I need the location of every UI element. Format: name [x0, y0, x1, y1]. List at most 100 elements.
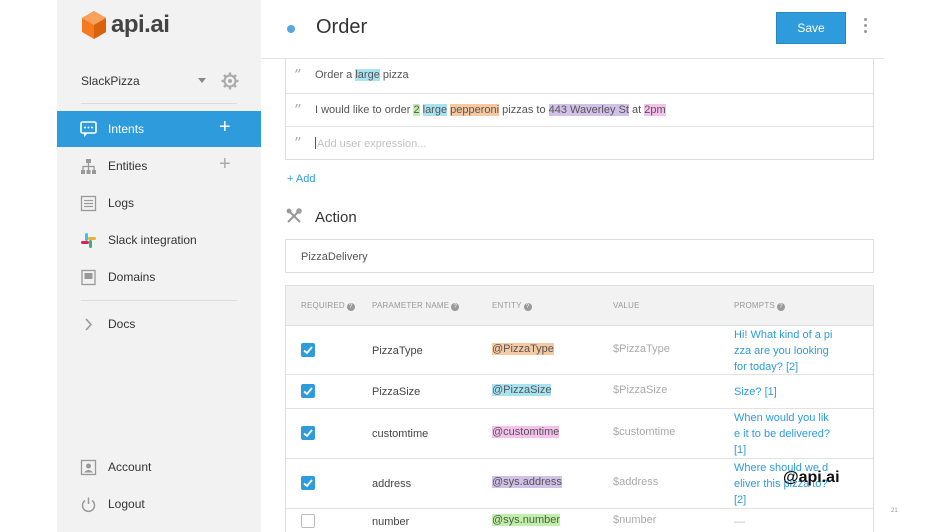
chat-icon — [80, 121, 97, 137]
required-checkbox[interactable] — [301, 343, 315, 357]
sidebar-item-label: Logs — [108, 196, 135, 210]
parameter-entity[interactable]: @PizzaSize — [492, 384, 552, 396]
annotation-purple[interactable]: 443 Waverley St — [548, 104, 629, 116]
expression-fragment: pizzas to — [499, 104, 549, 116]
more-options-icon[interactable] — [864, 18, 868, 34]
list-icon — [80, 195, 97, 212]
column-header-prompts: PROMPTS? — [734, 301, 785, 311]
parameter-value[interactable]: $address — [613, 476, 659, 488]
required-checkbox[interactable] — [301, 426, 315, 440]
quote-icon: ” — [294, 101, 302, 119]
parameter-name[interactable]: number — [372, 516, 410, 528]
parameter-prompts[interactable]: When would you like it to be delivered? … — [734, 412, 831, 456]
parameter-value[interactable]: $PizzaType — [613, 343, 670, 355]
annotation-orange[interactable]: pepperoni — [450, 104, 500, 116]
chevron-down-icon[interactable] — [198, 78, 206, 83]
help-icon: ? — [451, 303, 460, 311]
parameter-entity[interactable]: @customtime — [492, 426, 560, 438]
table-row[interactable]: customtime @customtime $customtime When wou… — [286, 409, 873, 459]
quote-icon: ” — [294, 66, 302, 84]
sidebar-item-entities[interactable]: Entities + — [57, 148, 261, 184]
annotation-cyan[interactable]: large — [422, 104, 448, 116]
sidebar-item-intents[interactable]: Intents + — [57, 111, 261, 147]
parameter-name[interactable]: PizzaSize — [372, 386, 421, 398]
parameter-value[interactable]: $number — [613, 514, 657, 526]
sidebar-item-label: Account — [108, 460, 152, 474]
sidebar-divider — [81, 300, 237, 301]
annotation-green[interactable]: 2 — [413, 104, 420, 116]
expression-text[interactable]: I would like to order 2 large pepperoni … — [315, 104, 666, 116]
help-icon: ? — [346, 303, 355, 311]
action-name-input[interactable]: PizzaDelivery — [285, 239, 874, 273]
table-row[interactable]: address @sys.address $address Where should … — [286, 459, 873, 509]
checkmark-icon — [303, 346, 313, 355]
api-ai-logo-icon — [82, 11, 106, 39]
parameter-prompts[interactable]: — — [734, 516, 745, 528]
add-expression-link[interactable]: + Add — [287, 173, 316, 185]
sidebar: api.ai SlackPizza Intents + — [57, 0, 261, 532]
table-row[interactable]: PizzaSize @PizzaSize $PizzaSize Size? [1] — [286, 375, 873, 409]
sidebar-item-label: Docs — [108, 317, 136, 331]
checkmark-icon — [303, 429, 313, 438]
power-icon — [81, 497, 96, 513]
domains-icon — [81, 269, 96, 286]
annotation-cyan[interactable]: large — [355, 69, 380, 81]
account-icon — [80, 459, 97, 476]
parameter-prompts[interactable]: Hi! What kind of a pizza are you looking… — [734, 329, 833, 373]
slack-icon — [81, 233, 96, 248]
status-dot — [287, 25, 295, 33]
column-header-value: VALUE — [613, 301, 640, 310]
sidebar-item-slack-integration[interactable]: Slack integration — [57, 222, 261, 258]
annotation-pink[interactable]: 2pm — [644, 104, 666, 116]
parameter-prompts[interactable]: Where should we deliver this pizza to? [… — [734, 462, 829, 506]
add-entity-button[interactable]: + — [219, 153, 231, 175]
parameter-name[interactable]: customtime — [372, 428, 429, 440]
parameters-table: REQUIRED? PARAMETER NAME? ENTITY? VALUE … — [285, 285, 874, 532]
slide-number: 21 — [891, 508, 898, 514]
watermark: @api.ai — [783, 469, 840, 486]
sidebar-item-logs[interactable]: Logs — [57, 185, 261, 221]
expression-input[interactable]: Add user expression... — [315, 137, 426, 150]
header-divider — [261, 58, 884, 59]
expression-placeholder: Add user expression... — [317, 138, 427, 150]
add-expression-row[interactable]: ” Add user expression... — [286, 126, 873, 160]
sidebar-item-label: Logout — [108, 497, 145, 511]
gear-icon[interactable] — [221, 72, 239, 90]
sidebar-item-account[interactable]: Account — [57, 449, 261, 485]
sitemap-icon — [81, 159, 96, 174]
parameter-entity[interactable]: @PizzaType — [492, 343, 554, 355]
list-item[interactable]: ” I would like to order 2 large pepperon… — [286, 93, 873, 127]
expression-fragment: at — [628, 104, 645, 116]
sidebar-item-label: Entities — [108, 159, 148, 173]
sidebar-item-label: Intents — [108, 122, 145, 136]
parameter-entity[interactable]: @sys.address — [492, 476, 562, 488]
list-item[interactable]: ” Order a large pizza — [286, 59, 873, 93]
sidebar-item-domains[interactable]: Domains — [57, 259, 261, 295]
sidebar-item-label: Domains — [108, 270, 156, 284]
parameter-value[interactable]: $PizzaSize — [613, 384, 668, 396]
parameter-name[interactable]: address — [372, 478, 412, 490]
logo[interactable]: api.ai — [81, 10, 170, 40]
parameter-value[interactable]: $customtime — [613, 426, 676, 438]
expression-text[interactable]: Order a large pizza — [315, 69, 409, 81]
tools-icon — [286, 208, 302, 223]
table-row[interactable]: number @sys.number $number — — [286, 509, 873, 532]
required-checkbox[interactable] — [301, 476, 315, 490]
parameter-name[interactable]: PizzaType — [372, 345, 423, 357]
sidebar-item-logout[interactable]: Logout — [57, 486, 261, 522]
agent-name[interactable]: SlackPizza — [81, 74, 140, 88]
table-row[interactable]: PizzaType @PizzaType $PizzaType Hi! What ki… — [286, 327, 873, 375]
sidebar-item-docs[interactable]: Docs — [57, 306, 261, 342]
expression-fragment: Order a — [315, 69, 356, 81]
chevron-right-icon — [85, 318, 93, 331]
parameter-entity[interactable]: @sys.number — [492, 514, 561, 526]
help-icon: ? — [523, 303, 532, 311]
checkmark-icon — [303, 479, 313, 488]
required-checkbox[interactable] — [301, 514, 315, 528]
add-intent-button[interactable]: + — [219, 116, 231, 138]
required-checkbox[interactable] — [301, 384, 315, 398]
save-button[interactable]: Save — [776, 12, 846, 44]
parameter-prompts[interactable]: Size? [1] — [734, 386, 777, 398]
column-header-entity: ENTITY? — [492, 301, 532, 311]
